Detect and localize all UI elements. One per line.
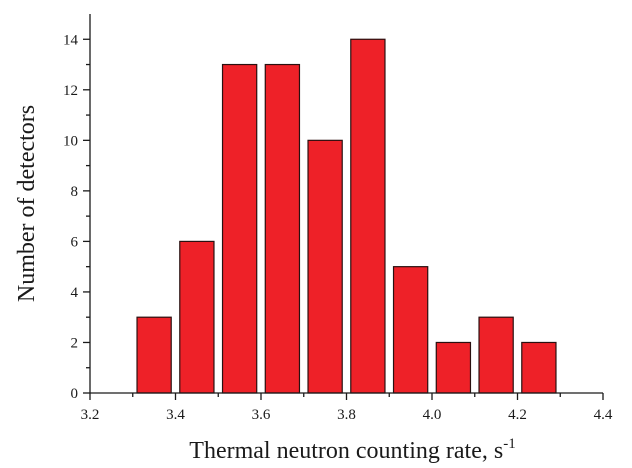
x-axis-title-text: Thermal neutron counting rate, s <box>189 438 503 464</box>
bar-5 <box>350 38 386 394</box>
tick-labels-group: 0 2 4 6 8 10 12 14 3.2 3.4 3.6 3.8 4.0 4.2 4.4 <box>63 32 613 423</box>
x-tick-label: 4.0 <box>423 407 442 423</box>
x-tick-label: 4.4 <box>594 407 613 423</box>
bar-3 <box>264 63 301 394</box>
bar-1 <box>179 240 215 394</box>
bar-4 <box>307 139 343 394</box>
y-axis-title: Number of detectors <box>14 105 40 302</box>
y-tick-label: 0 <box>71 386 79 402</box>
x-tick-label: 3.4 <box>166 407 185 423</box>
ticks-group <box>83 38 604 400</box>
y-tick-label: 10 <box>63 133 78 149</box>
bar-2 <box>221 63 258 394</box>
x-tick-label: 4.2 <box>508 407 527 423</box>
y-tick-label: 12 <box>63 83 78 99</box>
bar-6 <box>392 266 429 394</box>
x-axis-title-superscript: -1 <box>503 436 516 452</box>
x-tick-label: 3.8 <box>337 407 356 423</box>
x-tick-label: 3.6 <box>252 407 271 423</box>
bar-9 <box>521 341 557 394</box>
y-tick-label: 4 <box>71 285 79 301</box>
x-axis-title: Thermal neutron counting rate, s-1 <box>189 436 515 464</box>
y-tick-label: 2 <box>71 335 79 351</box>
y-tick-label: 14 <box>63 32 79 48</box>
y-tick-label: 8 <box>71 184 79 200</box>
bars-group <box>136 38 557 394</box>
bar-8 <box>478 316 514 394</box>
bar-0 <box>136 316 172 394</box>
bar-7 <box>435 341 472 394</box>
y-tick-label: 6 <box>71 234 79 250</box>
x-tick-label: 3.2 <box>81 407 100 423</box>
